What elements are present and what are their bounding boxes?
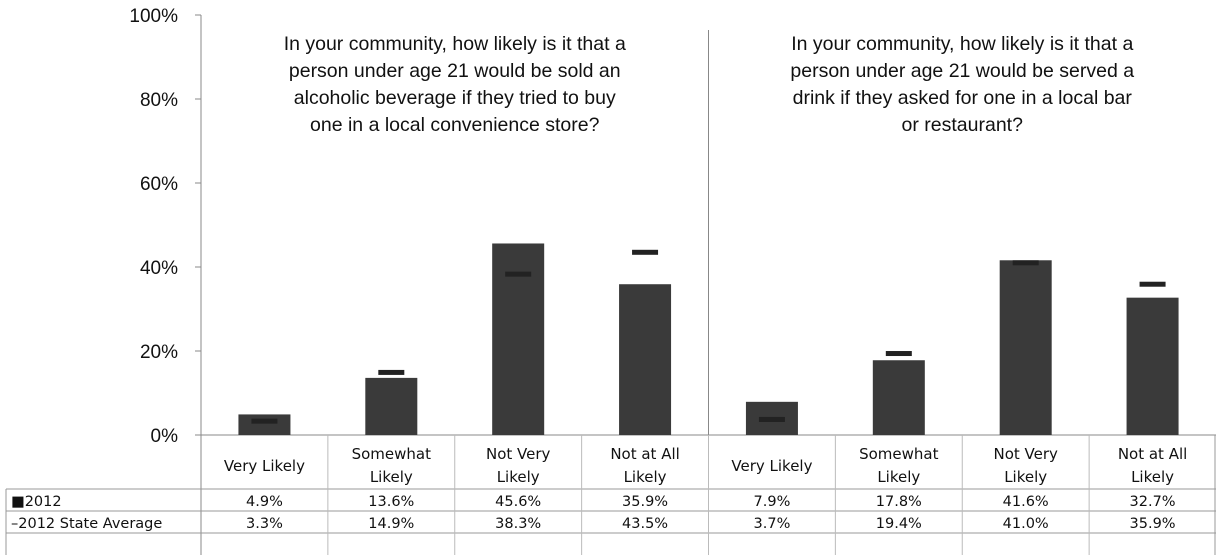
table-cell-value: 7.9% (754, 494, 791, 510)
legend-entry: ■2012 (11, 494, 62, 510)
panel-question: drink if they asked for one in a local b… (793, 87, 1133, 109)
category-label: Very Likely (224, 457, 305, 475)
state-average-marker (505, 271, 532, 277)
panel-question: person under age 21 would be served a (790, 60, 1134, 82)
category-label: Likely (877, 468, 920, 486)
table-cell-value: 13.6% (368, 494, 414, 510)
category-label: Not at All (1118, 445, 1188, 463)
panel-question: alcoholic beverage if they tried to buy (294, 87, 616, 109)
panel-question: person under age 21 would be sold an (289, 60, 621, 82)
table-cell-value: 35.9% (622, 494, 668, 510)
table-cell-value: 17.8% (876, 494, 922, 510)
category-label: Likely (370, 468, 413, 486)
panel-question: In your community, how likely is it that… (284, 33, 626, 55)
bar-2012 (238, 414, 291, 435)
panel-question: or restaurant? (902, 114, 1024, 136)
category-label: Likely (497, 468, 540, 486)
category-label: Not at All (610, 445, 680, 463)
category-label: Somewhat (352, 445, 432, 463)
table-cell-value: 41.0% (1003, 516, 1049, 532)
y-tick-label: 80% (140, 90, 178, 111)
labels: In your community, how likely is it that… (224, 33, 1187, 486)
state-average-marker (758, 416, 785, 422)
y-tick-label: 0% (151, 426, 179, 447)
category-label: Likely (1004, 468, 1047, 486)
table-cell-value: 19.4% (876, 516, 922, 532)
table-cell-value: 14.9% (368, 516, 414, 532)
table-cell-value: 4.9% (246, 494, 283, 510)
category-label: Very Likely (731, 457, 812, 475)
bar-2012 (872, 360, 925, 435)
table-cell-value: 45.6% (495, 494, 541, 510)
table-cell-value: 43.5% (622, 516, 668, 532)
category-label: Likely (1131, 468, 1174, 486)
y-tick-label: 60% (140, 174, 178, 195)
panel-question: one in a local convenience store? (310, 114, 600, 136)
category-label: Not Very (486, 445, 551, 463)
y-tick-label: 100% (129, 6, 178, 27)
table-cell-value: 41.6% (1003, 494, 1049, 510)
state-average-marker (251, 418, 278, 424)
table-cell-value: 3.3% (246, 516, 283, 532)
panel-question: In your community, how likely is it that… (791, 33, 1133, 55)
bar-2012 (1126, 297, 1179, 435)
category-label: Not Very (993, 445, 1058, 463)
state-average-marker (1139, 281, 1166, 287)
y-tick-label: 20% (140, 342, 178, 363)
bar-2012 (999, 260, 1052, 435)
state-average-marker (1012, 260, 1039, 266)
table-cell-value: 32.7% (1130, 494, 1176, 510)
table-cell-value: 35.9% (1130, 516, 1176, 532)
legend-entry: –2012 State Average (11, 516, 162, 532)
table-cell-value: 3.7% (754, 516, 791, 532)
bar-2012 (365, 377, 418, 435)
bar-2012 (619, 284, 672, 435)
table-cell-value: 38.3% (495, 516, 541, 532)
state-average-marker (632, 249, 659, 255)
data-table: ■2012 4.9% 13.6% 45.6% 35.9% 7.9% 17.8% 41.6% 32… (5, 435, 1216, 555)
category-label: Somewhat (859, 445, 939, 463)
state-average-marker (378, 369, 405, 375)
y-tick-label: 40% (140, 258, 178, 279)
bars (238, 243, 1179, 435)
state-average-marker (885, 351, 912, 357)
category-label: Likely (624, 468, 667, 486)
